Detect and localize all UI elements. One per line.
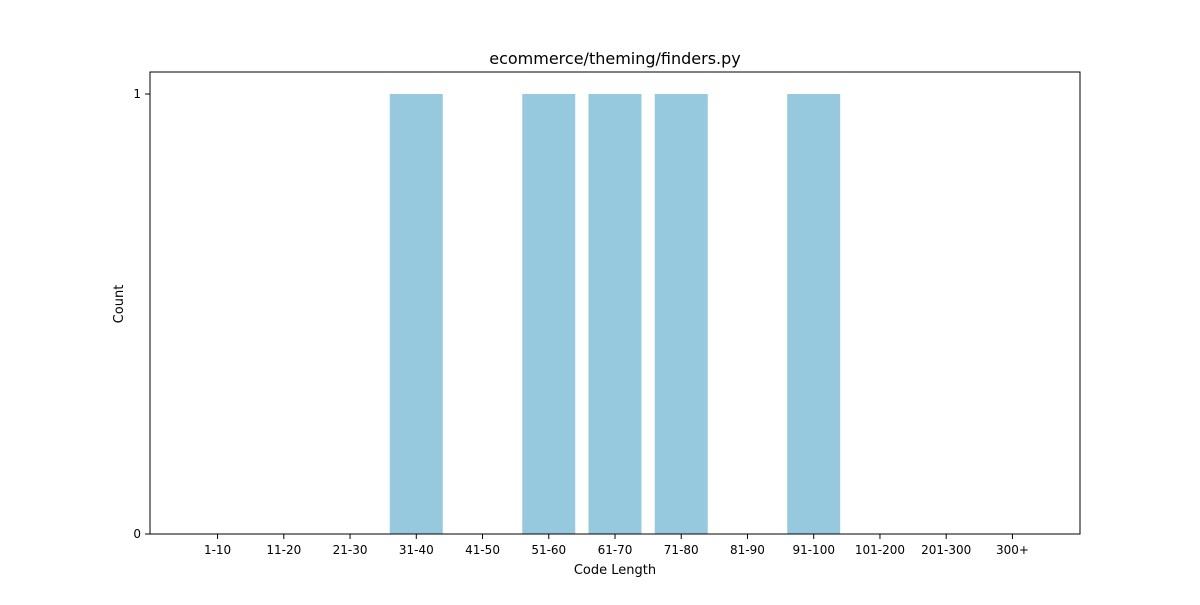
x-tick-label: 300+: [996, 543, 1029, 557]
y-axis-label: Count: [112, 285, 127, 324]
bars-group: [389, 94, 841, 534]
x-tick-label: 1-10: [204, 543, 231, 557]
x-tick-label: 61-70: [598, 543, 633, 557]
x-tick-label: 51-60: [531, 543, 566, 557]
plot-frame: [149, 71, 1081, 535]
x-tick-label: 101-200: [855, 543, 905, 557]
bar-51-60: [522, 94, 576, 534]
bar-91-100: [787, 94, 841, 534]
x-tick-label: 201-300: [921, 543, 971, 557]
y-axis-ticks: 01: [133, 87, 150, 541]
y-tick-label: 0: [133, 527, 141, 541]
chart-title: ecommerce/theming/finders.py: [489, 49, 741, 68]
bar-31-40: [389, 94, 443, 534]
y-tick-label: 1: [133, 87, 141, 101]
x-tick-label: 41-50: [465, 543, 500, 557]
x-axis-label: Code Length: [574, 563, 656, 578]
x-tick-label: 21-30: [333, 543, 368, 557]
x-tick-label: 11-20: [266, 543, 301, 557]
x-tick-label: 81-90: [730, 543, 765, 557]
x-tick-label: 91-100: [792, 543, 835, 557]
x-tick-label: 71-80: [664, 543, 699, 557]
bar-61-70: [588, 94, 642, 534]
bar-71-80: [654, 94, 708, 534]
x-axis-ticks: 1-10 11-20 21-30 31-40 41-50 51-60 61-70 71-80 8…: [204, 534, 1029, 557]
x-tick-label: 31-40: [399, 543, 434, 557]
